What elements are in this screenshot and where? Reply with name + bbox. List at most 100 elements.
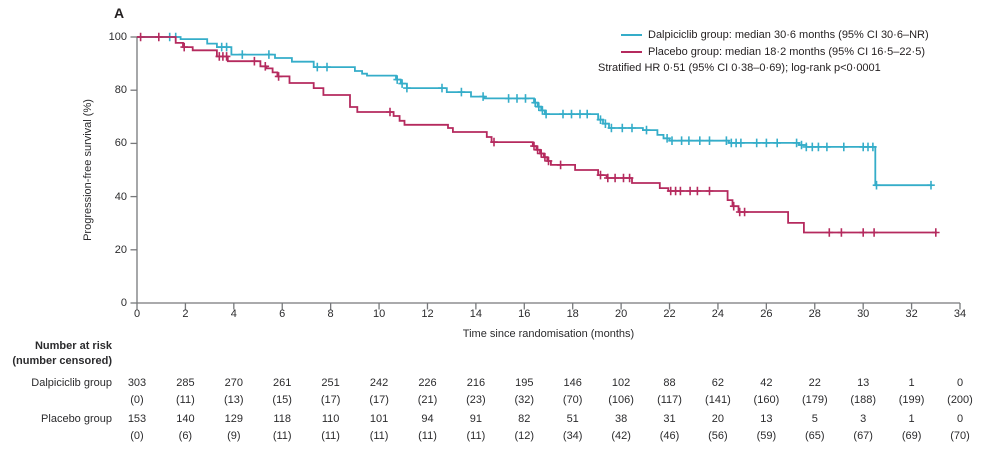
censor-mark (607, 123, 616, 133)
censor-mark (490, 137, 498, 147)
x-tick-label: 24 (711, 308, 725, 320)
risk-count: 22 (808, 377, 821, 389)
risk-count: 251 (321, 377, 340, 389)
censor-mark (932, 228, 940, 237)
risk-count: 13 (857, 377, 870, 389)
risk-count: 146 (563, 377, 582, 389)
risk-count: 88 (663, 377, 676, 389)
risk-count: 102 (611, 377, 631, 389)
censored-count: (200) (947, 394, 973, 406)
censor-mark (685, 136, 693, 145)
x-tick-label: 32 (905, 308, 918, 320)
legend-line-swatch-dalpiciclib (621, 34, 642, 37)
censor-mark (668, 136, 676, 145)
x-tick-label: 16 (518, 308, 531, 320)
y-tick-label: 60 (114, 137, 127, 150)
censored-count: (12) (514, 430, 535, 442)
censor-mark (542, 109, 550, 119)
risk-count: 0 (956, 377, 964, 389)
censor-mark (222, 42, 231, 52)
censor-mark (927, 180, 935, 190)
censor-mark (403, 83, 411, 93)
x-tick-label: 12 (421, 308, 434, 320)
censor-mark (604, 173, 612, 183)
censored-count: (70) (562, 394, 583, 406)
x-tick-label: 0 (133, 308, 141, 320)
censored-count: (106) (608, 394, 634, 406)
x-tick-label: 10 (372, 308, 386, 320)
censored-count: (17) (320, 394, 341, 406)
censored-count: (21) (417, 394, 438, 406)
risk-count: 270 (224, 377, 243, 389)
censor-mark (180, 42, 188, 52)
risk-count: 140 (176, 413, 195, 425)
risk-count: 285 (176, 377, 195, 389)
censor-mark (479, 92, 487, 101)
censored-count: (11) (466, 430, 486, 442)
x-tick-label: 18 (566, 308, 579, 320)
censored-count: (11) (321, 430, 340, 442)
legend-item-dalpiciclib: Dalpiciclib group: median 30·6 months (9… (598, 27, 929, 44)
risk-table-header-1: Number at risk (34, 340, 112, 352)
censor-mark (840, 142, 848, 152)
x-tick-label: 28 (808, 308, 821, 320)
censor-mark (870, 228, 878, 237)
censor-mark (559, 109, 567, 119)
risk-count: 195 (515, 377, 534, 389)
censored-count: (160) (753, 394, 780, 406)
censor-mark (386, 107, 394, 117)
risk-count: 3 (860, 413, 867, 425)
censor-mark (618, 123, 627, 133)
risk-count: 118 (273, 413, 291, 425)
risk-count: 226 (418, 377, 437, 389)
risk-count: 82 (518, 413, 531, 425)
censored-count: (70) (950, 430, 970, 442)
censor-mark (567, 109, 576, 119)
censor-mark (762, 138, 771, 148)
censored-count: (34) (562, 430, 583, 442)
censor-mark (250, 56, 259, 66)
censor-mark (535, 102, 543, 111)
risk-count: 5 (811, 413, 818, 425)
censored-count: (59) (756, 430, 777, 442)
risk-row-label-placebo: Placebo group (41, 413, 112, 425)
risk-count: 303 (127, 377, 147, 389)
censor-mark (869, 142, 877, 152)
censored-count: (32) (514, 394, 535, 406)
risk-count: 13 (760, 413, 773, 425)
risk-count: 101 (369, 413, 389, 425)
censor-mark (814, 142, 823, 152)
censor-mark (544, 156, 553, 166)
censor-mark (556, 160, 565, 170)
censored-count: (141) (705, 394, 731, 406)
censored-count: (11) (418, 430, 437, 442)
censored-count: (188) (850, 394, 877, 406)
censor-mark (136, 32, 145, 42)
y-tick-label: 80 (114, 84, 127, 97)
x-tick-label: 2 (182, 308, 189, 320)
censored-count: (17) (369, 394, 389, 406)
censored-count: (11) (272, 430, 292, 442)
censor-mark (398, 79, 406, 88)
risk-count: 110 (321, 413, 340, 425)
censored-count: (179) (801, 394, 828, 406)
censor-mark (705, 186, 714, 196)
censor-mark (797, 140, 806, 150)
legend: Dalpiciclib group: median 30·6 months (9… (598, 27, 929, 77)
risk-count: 129 (224, 413, 243, 425)
censored-count: (65) (805, 430, 825, 442)
censor-mark (686, 186, 694, 196)
panel-label: A (114, 5, 125, 21)
censored-count: (13) (224, 394, 244, 406)
censor-mark (521, 94, 530, 103)
risk-count: 91 (469, 413, 483, 425)
censor-mark (625, 173, 634, 183)
censor-mark (737, 138, 745, 148)
censor-mark (611, 173, 619, 183)
risk-count: 31 (663, 413, 676, 425)
censor-mark (596, 170, 605, 180)
legend-label-dalpiciclib: Dalpiciclib group: median 30·6 months (9… (648, 29, 929, 42)
x-axis-title: Time since randomisation (months) (462, 328, 635, 340)
censor-mark (513, 94, 521, 103)
censor-mark (752, 138, 761, 148)
